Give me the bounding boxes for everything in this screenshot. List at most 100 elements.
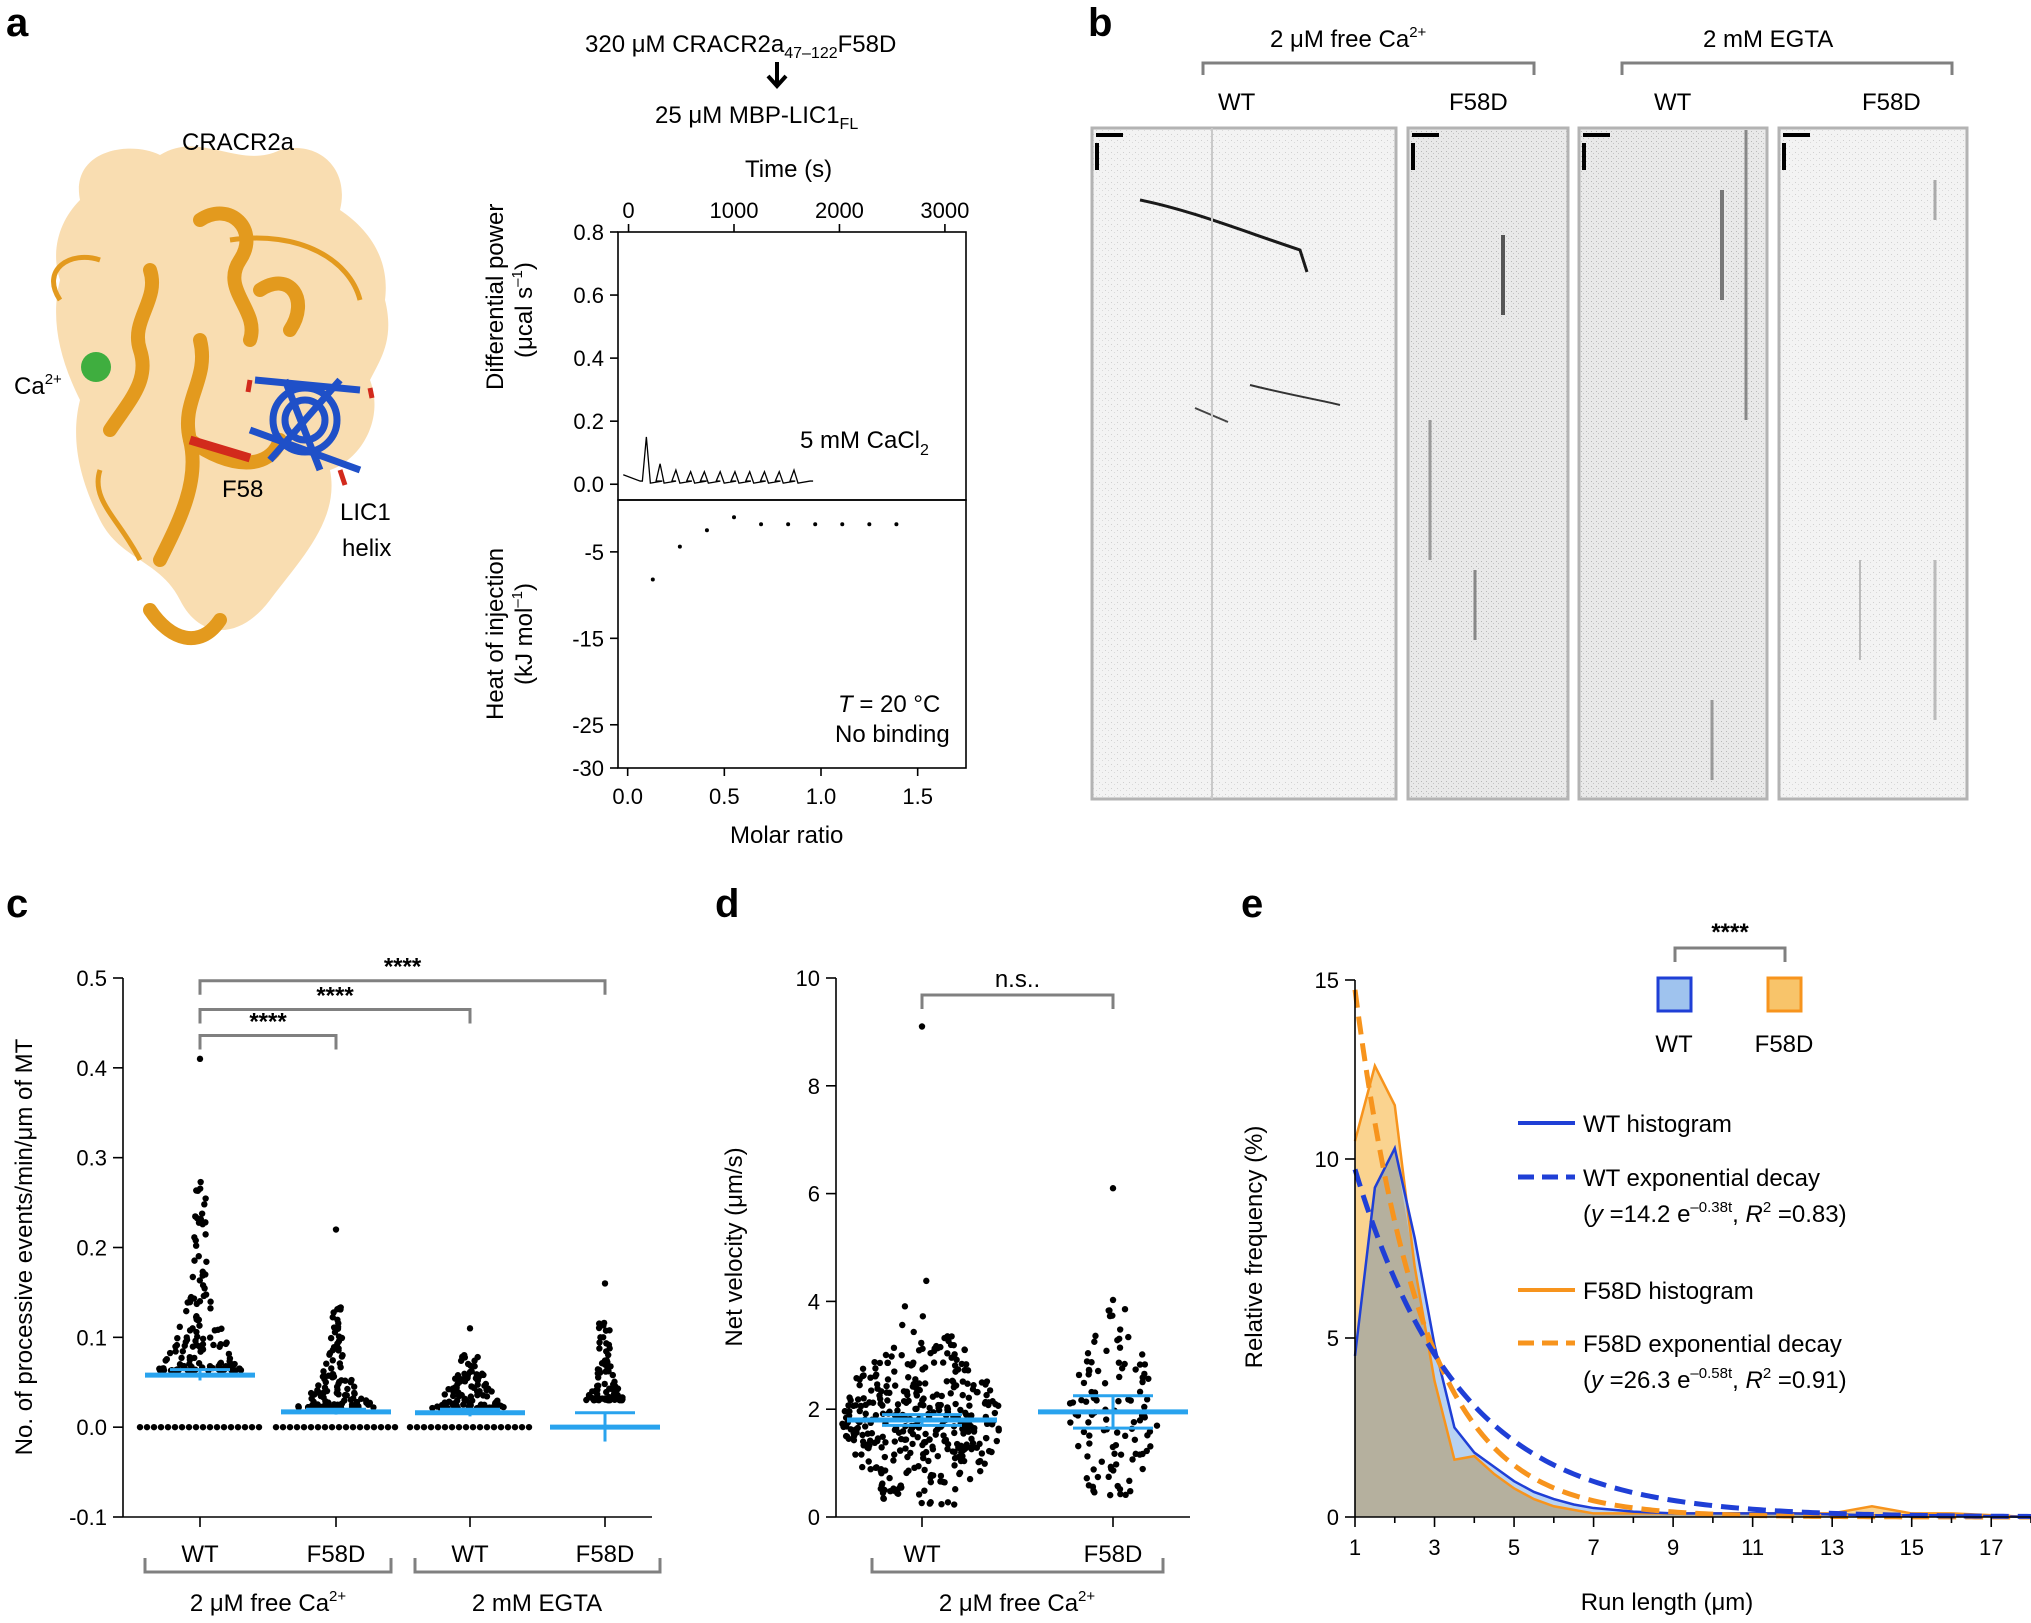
e-eq-rvar: R <box>1745 1367 1762 1394</box>
d-point <box>939 1359 947 1366</box>
d-point <box>921 1380 929 1387</box>
d-point <box>986 1387 994 1394</box>
d-point <box>991 1409 999 1417</box>
c-point <box>192 1423 200 1431</box>
c-point <box>231 1360 238 1368</box>
f58-sidechain <box>188 435 252 463</box>
d-point <box>925 1457 932 1465</box>
d-point <box>959 1378 967 1385</box>
d-point <box>1136 1451 1144 1458</box>
c-point <box>241 1423 249 1431</box>
d-point <box>935 1404 942 1412</box>
c-point <box>186 1298 194 1306</box>
d-point <box>959 1452 966 1460</box>
c-point <box>445 1398 453 1405</box>
c-point <box>199 1423 207 1431</box>
c-point <box>596 1345 603 1352</box>
c-point <box>327 1334 335 1342</box>
panel-a-letter: a <box>6 1 29 45</box>
d-point <box>1147 1443 1154 1450</box>
d-point <box>891 1451 898 1458</box>
d-point <box>923 1277 930 1285</box>
c-point <box>343 1392 351 1399</box>
d-point <box>865 1458 872 1465</box>
c-point <box>441 1423 449 1431</box>
panel-c-letter: c <box>6 882 28 926</box>
d-ytick-label: 6 <box>808 1182 820 1207</box>
d-point <box>918 1499 925 1507</box>
c-point <box>595 1397 602 1404</box>
d-point <box>1083 1475 1091 1482</box>
d-point <box>1088 1388 1095 1396</box>
c-point <box>191 1234 198 1241</box>
e-eq-r: , <box>1732 1367 1745 1394</box>
c-point <box>441 1391 448 1398</box>
e-eq-mid: =14.2 e <box>1603 1201 1690 1228</box>
c-point <box>329 1371 337 1378</box>
d-point <box>1121 1432 1129 1440</box>
c-ytick-label: 0.2 <box>76 1236 107 1261</box>
d-point <box>1109 1296 1117 1304</box>
panel-e-letter: e <box>1241 882 1263 926</box>
d-point <box>1094 1367 1102 1375</box>
c-point <box>199 1341 207 1348</box>
itc-top-xtick-label: 2000 <box>815 198 864 223</box>
c-point <box>479 1392 487 1399</box>
e-legend-wt-decay-equation: (y =14.2 e–0.38t, R2 =0.83) <box>1583 1199 1847 1228</box>
structure-ion-label-sup: 2+ <box>45 371 62 388</box>
d-point <box>978 1379 986 1386</box>
itc-title-1-main: 320 μM CRACR2a <box>585 31 785 58</box>
itc-top-ytick-label: 0.2 <box>573 409 604 434</box>
d-point <box>890 1344 898 1352</box>
c-point <box>321 1423 329 1431</box>
d-group-bracket <box>870 1558 1165 1574</box>
d-point <box>1143 1396 1151 1403</box>
d-point <box>910 1328 917 1336</box>
c-point <box>613 1386 621 1393</box>
e-sig-label: **** <box>1711 919 1749 946</box>
c-group-bracket <box>413 1558 662 1574</box>
e-eq-y: y <box>1589 1367 1605 1394</box>
d-point <box>1092 1332 1099 1340</box>
d-point <box>876 1359 884 1367</box>
c-point <box>618 1397 626 1404</box>
c-point <box>314 1423 322 1431</box>
c-point <box>609 1371 616 1379</box>
c-point <box>599 1334 607 1341</box>
calcium-ion <box>81 352 111 382</box>
d-ytick-label: 10 <box>796 966 820 991</box>
d-point <box>948 1333 955 1340</box>
c-point <box>234 1423 242 1431</box>
itc-bottom-ylabel-2-main: (kJ mol <box>511 608 538 685</box>
protein-loops <box>51 235 363 562</box>
d-point <box>922 1430 929 1438</box>
d-point <box>1075 1371 1083 1379</box>
kymo-group-1-text: 2 μM free Ca <box>1270 26 1410 53</box>
c-point <box>213 1423 221 1431</box>
d-point <box>901 1303 909 1310</box>
d-point <box>841 1408 849 1415</box>
c-point <box>335 1347 342 1354</box>
kymo-lane-3-label: WT <box>1654 89 1692 116</box>
d-point <box>1086 1432 1093 1439</box>
c-point <box>207 1298 214 1305</box>
c-point <box>206 1423 214 1431</box>
itc-top-ytick-label: 0.8 <box>573 220 604 245</box>
c-point <box>207 1305 214 1312</box>
c-point <box>206 1334 214 1341</box>
d-point <box>944 1404 951 1411</box>
c-point <box>609 1381 617 1388</box>
d-point <box>941 1334 948 1342</box>
d-point <box>926 1404 933 1412</box>
d-point <box>919 1313 927 1320</box>
c-point <box>315 1382 322 1389</box>
c-point <box>497 1423 505 1431</box>
d-point <box>944 1445 951 1453</box>
d-point <box>1136 1388 1144 1396</box>
d-point <box>919 1345 926 1352</box>
d-point <box>904 1391 911 1399</box>
d-point <box>962 1409 969 1417</box>
d-point <box>950 1341 957 1349</box>
c-point <box>197 1215 205 1223</box>
protein-surface <box>56 146 389 631</box>
